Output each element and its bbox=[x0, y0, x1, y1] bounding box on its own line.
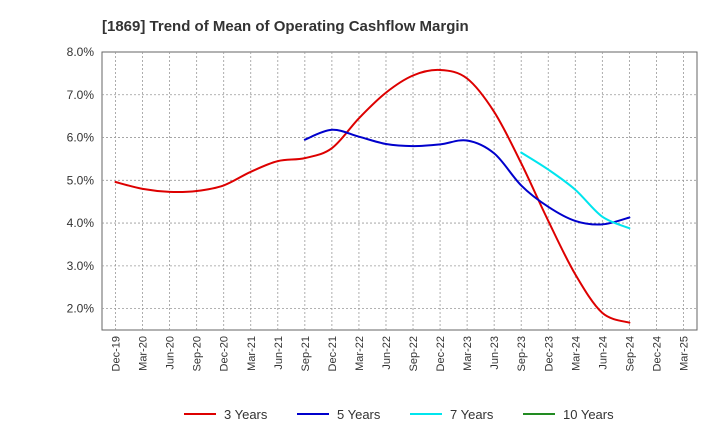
x-axis: Dec-19 Mar-20 Jun-20 Sep-20 Dec-20 Mar-21 Jun-… bbox=[111, 336, 691, 371]
x-tick-label: Dec-20 bbox=[219, 336, 231, 371]
y-axis: 2.0% 3.0% 4.0% 5.0% 6.0% 7.0% 8.0% bbox=[67, 45, 95, 316]
y-tick-label: 5.0% bbox=[67, 173, 95, 187]
legend-label: 5 Years bbox=[337, 407, 381, 422]
chart-title: [1869] Trend of Mean of Operating Cashfl… bbox=[102, 18, 469, 35]
legend-label: 7 Years bbox=[450, 407, 494, 422]
x-tick-label: Mar-21 bbox=[246, 336, 258, 371]
legend: 3 Years 5 Years 7 Years 10 Years bbox=[184, 407, 614, 422]
x-tick-label: Jun-21 bbox=[273, 336, 285, 370]
y-tick-label: 6.0% bbox=[67, 131, 95, 145]
x-tick-label: Sep-22 bbox=[408, 336, 420, 371]
x-tick-label: Dec-19 bbox=[111, 336, 123, 371]
x-tick-label: Sep-23 bbox=[516, 336, 528, 371]
x-tick-label: Sep-24 bbox=[624, 336, 636, 371]
series-lines bbox=[114, 68, 631, 324]
legend-label: 3 Years bbox=[224, 407, 268, 422]
x-tick-label: Jun-20 bbox=[165, 336, 177, 370]
x-tick-label: Mar-20 bbox=[138, 336, 150, 371]
x-tick-label: Jun-24 bbox=[597, 336, 609, 370]
y-tick-label: 4.0% bbox=[67, 216, 95, 230]
y-tick-label: 3.0% bbox=[67, 259, 95, 273]
x-tick-label: Dec-24 bbox=[651, 336, 663, 371]
x-tick-label: Jun-22 bbox=[381, 336, 393, 370]
y-tick-label: 2.0% bbox=[67, 302, 95, 316]
grid bbox=[102, 52, 697, 330]
x-tick-label: Jun-23 bbox=[489, 336, 501, 370]
legend-item: 5 Years bbox=[297, 407, 381, 422]
series-line-7-years bbox=[520, 151, 631, 230]
x-tick-label: Dec-23 bbox=[543, 336, 555, 371]
legend-item: 3 Years bbox=[184, 407, 268, 422]
y-tick-label: 8.0% bbox=[67, 45, 95, 59]
x-tick-label: Dec-22 bbox=[435, 336, 447, 371]
legend-label: 10 Years bbox=[563, 407, 614, 422]
series-line-3-years bbox=[114, 68, 631, 324]
x-tick-label: Dec-21 bbox=[327, 336, 339, 371]
x-tick-label: Sep-21 bbox=[300, 336, 312, 371]
legend-item: 10 Years bbox=[523, 407, 614, 422]
y-tick-label: 7.0% bbox=[67, 88, 95, 102]
x-tick-label: Sep-20 bbox=[192, 336, 204, 371]
series-line-5-years bbox=[303, 128, 631, 226]
x-tick-label: Mar-22 bbox=[354, 336, 366, 371]
x-tick-label: Mar-23 bbox=[462, 336, 474, 371]
x-tick-label: Mar-24 bbox=[570, 336, 582, 371]
x-tick-label: Mar-25 bbox=[678, 336, 690, 371]
legend-item: 7 Years bbox=[410, 407, 494, 422]
